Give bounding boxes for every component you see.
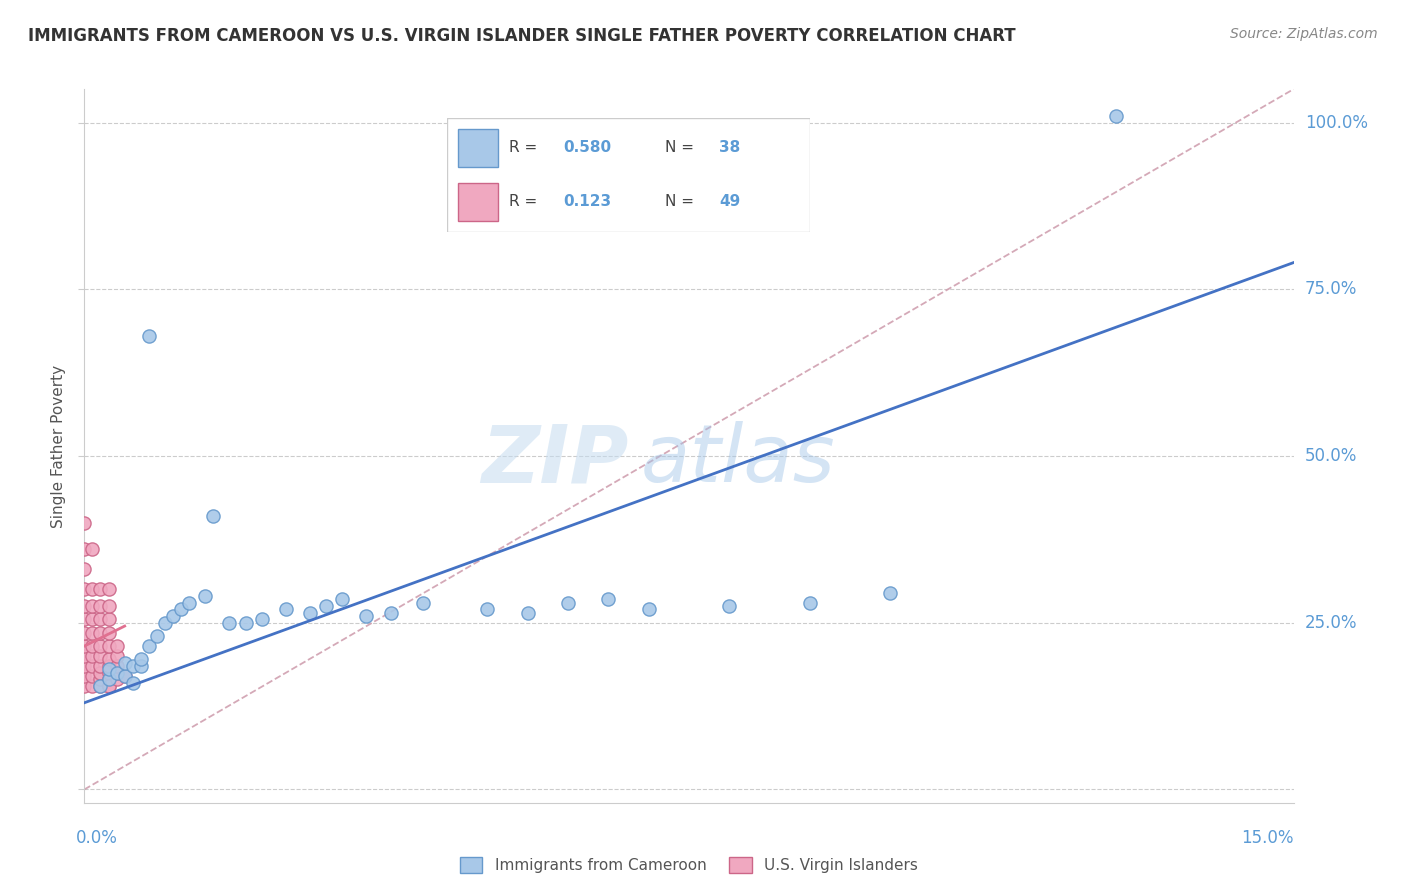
Point — [97, 673, 120, 687]
Point — [73, 625, 96, 640]
Point — [82, 659, 104, 673]
Point — [879, 585, 901, 599]
Text: 50.0%: 50.0% — [1305, 447, 1357, 465]
Point — [73, 542, 96, 557]
Text: ZIP: ZIP — [481, 421, 628, 500]
Point — [97, 652, 120, 666]
Point — [799, 596, 821, 610]
Point — [114, 656, 136, 670]
Point — [97, 582, 120, 597]
Point — [105, 673, 128, 687]
Point — [105, 649, 128, 664]
Point — [82, 542, 104, 557]
Point — [73, 659, 96, 673]
Point — [82, 649, 104, 664]
Point — [274, 602, 297, 616]
Point — [97, 639, 120, 653]
Point — [114, 669, 136, 683]
Point — [89, 639, 111, 653]
Point — [89, 679, 111, 693]
Point — [121, 659, 143, 673]
Point — [73, 599, 96, 613]
Point — [82, 639, 104, 653]
Point — [89, 649, 111, 664]
Text: IMMIGRANTS FROM CAMEROON VS U.S. VIRGIN ISLANDER SINGLE FATHER POVERTY CORRELATI: IMMIGRANTS FROM CAMEROON VS U.S. VIRGIN … — [28, 27, 1015, 45]
Point — [89, 673, 111, 687]
Point — [97, 679, 120, 693]
Point — [138, 639, 160, 653]
Point — [73, 679, 96, 693]
Point — [330, 592, 353, 607]
Point — [89, 665, 111, 680]
Point — [97, 673, 120, 687]
Text: 0.0%: 0.0% — [76, 830, 118, 847]
Point — [356, 609, 378, 624]
Point — [82, 679, 104, 693]
Point — [162, 609, 184, 624]
Point — [97, 662, 120, 676]
Point — [73, 639, 96, 653]
Point — [73, 562, 96, 576]
Point — [235, 615, 257, 630]
Point — [129, 659, 152, 673]
Point — [105, 659, 128, 673]
Point — [82, 582, 104, 597]
Point — [97, 679, 120, 693]
Point — [82, 612, 104, 626]
Text: 15.0%: 15.0% — [1241, 830, 1294, 847]
Point — [218, 615, 240, 630]
Point — [89, 679, 111, 693]
Point — [121, 675, 143, 690]
Point — [89, 625, 111, 640]
Point — [89, 599, 111, 613]
Point — [138, 329, 160, 343]
Point — [73, 582, 96, 597]
Point — [412, 596, 434, 610]
Y-axis label: Single Father Poverty: Single Father Poverty — [51, 365, 66, 527]
Point — [73, 612, 96, 626]
Point — [97, 665, 120, 680]
Point — [380, 606, 402, 620]
Point — [202, 509, 225, 524]
Point — [97, 625, 120, 640]
Point — [105, 639, 128, 653]
Point — [146, 629, 169, 643]
Text: atlas: atlas — [641, 421, 835, 500]
Point — [89, 582, 111, 597]
Point — [1105, 109, 1128, 123]
Legend: Immigrants from Cameroon, U.S. Virgin Islanders: Immigrants from Cameroon, U.S. Virgin Is… — [451, 849, 927, 880]
Point — [637, 602, 659, 616]
Point — [97, 659, 120, 673]
Point — [82, 625, 104, 640]
Point — [129, 652, 152, 666]
Point — [557, 596, 579, 610]
Point — [105, 665, 128, 680]
Point — [73, 669, 96, 683]
Text: 75.0%: 75.0% — [1305, 280, 1357, 298]
Point — [179, 596, 201, 610]
Point — [250, 612, 273, 626]
Point — [114, 669, 136, 683]
Point — [315, 599, 337, 613]
Point — [598, 592, 620, 607]
Text: Source: ZipAtlas.com: Source: ZipAtlas.com — [1230, 27, 1378, 41]
Text: 100.0%: 100.0% — [1305, 113, 1368, 131]
Point — [73, 649, 96, 664]
Point — [718, 599, 741, 613]
Point — [105, 665, 128, 680]
Point — [477, 602, 499, 616]
Point — [89, 612, 111, 626]
Point — [97, 599, 120, 613]
Point — [89, 659, 111, 673]
Text: 25.0%: 25.0% — [1305, 614, 1357, 632]
Point — [153, 615, 176, 630]
Point — [82, 669, 104, 683]
Point — [97, 612, 120, 626]
Point — [82, 599, 104, 613]
Point — [194, 589, 217, 603]
Point — [170, 602, 193, 616]
Point — [73, 516, 96, 530]
Point — [299, 606, 322, 620]
Point — [516, 606, 538, 620]
